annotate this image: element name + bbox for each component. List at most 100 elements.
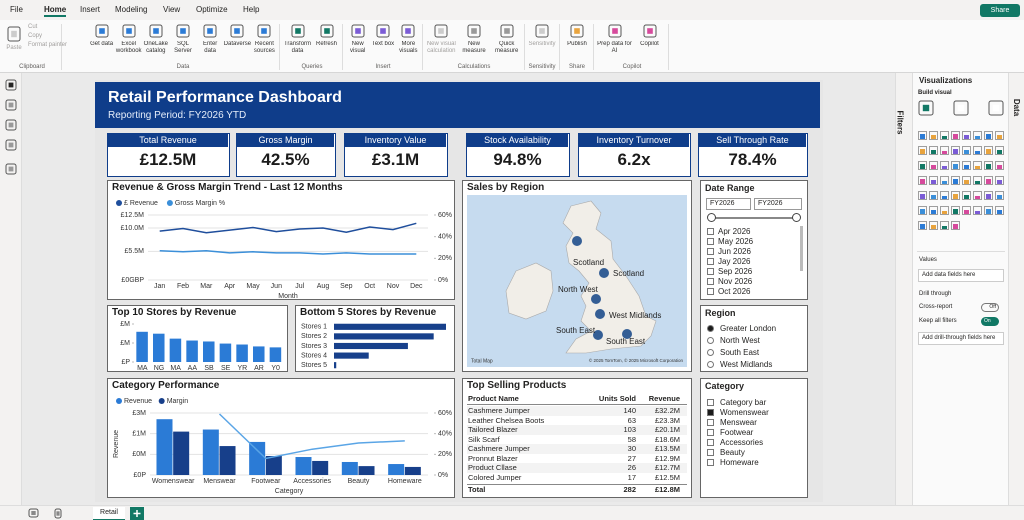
ribbon-small-button[interactable]: Cut bbox=[28, 24, 38, 30]
menu-item[interactable]: View bbox=[163, 5, 181, 14]
checkbox[interactable] bbox=[707, 419, 714, 426]
viz-accent bbox=[997, 210, 1002, 214]
slicer-item[interactable]: Homeware bbox=[720, 458, 759, 467]
dropdown[interactable]: FY2026 bbox=[706, 198, 751, 210]
checkbox[interactable] bbox=[707, 268, 714, 275]
build-icon bbox=[918, 100, 934, 116]
toggle-on[interactable]: On bbox=[981, 317, 999, 326]
checkbox[interactable] bbox=[707, 228, 714, 235]
ribbon-button[interactable]: More visuals bbox=[399, 41, 418, 54]
viz-icon bbox=[973, 191, 982, 200]
menu-item[interactable]: Insert bbox=[80, 5, 101, 14]
checkbox[interactable] bbox=[707, 439, 714, 446]
viz-accent bbox=[986, 209, 991, 214]
viz-shape bbox=[918, 131, 927, 140]
ribbon-button[interactable]: New measure bbox=[462, 41, 486, 54]
ribbon-small-button[interactable]: Format painter bbox=[28, 42, 68, 48]
drop-zone[interactable]: Add data fields here bbox=[918, 269, 1004, 282]
ribbon-button[interactable]: SQL Server bbox=[174, 41, 192, 54]
mobile-view-icon bbox=[54, 508, 62, 519]
menu-item[interactable]: Home bbox=[44, 5, 67, 17]
ribbon-button[interactable]: Excel workbook bbox=[115, 41, 142, 54]
ribbon-button[interactable]: Get data bbox=[90, 41, 114, 47]
checkbox[interactable] bbox=[707, 429, 714, 436]
viz-icon bbox=[918, 191, 927, 200]
ribbon-group-label: Queries bbox=[301, 64, 323, 70]
x-tick-label: Homeware bbox=[388, 478, 422, 485]
slicer-item[interactable]: Womenswear bbox=[720, 408, 769, 417]
menu-item[interactable]: Optimize bbox=[196, 5, 228, 14]
legend-label: Gross Margin % bbox=[175, 200, 225, 207]
slicer-item[interactable]: Greater London bbox=[720, 324, 777, 333]
slicer-item[interactable]: South East bbox=[720, 348, 760, 357]
slicer-item[interactable]: North West bbox=[720, 336, 760, 345]
checkbox[interactable] bbox=[707, 238, 714, 245]
ribbon-button[interactable]: New visual calculation bbox=[426, 41, 456, 54]
slicer-item[interactable]: Apr 2026 bbox=[718, 227, 751, 236]
menu-item[interactable]: Modeling bbox=[115, 5, 148, 14]
viz-shape bbox=[984, 161, 993, 170]
viz-shape bbox=[995, 191, 1004, 200]
legend-label: £ Revenue bbox=[124, 200, 158, 207]
table-cell: Product Cllase bbox=[468, 463, 517, 472]
y-tick-label: £5.5M bbox=[125, 248, 145, 255]
menu-item[interactable]: File bbox=[10, 5, 23, 14]
slicer-item[interactable]: Beauty bbox=[720, 448, 745, 457]
checkbox[interactable] bbox=[707, 449, 714, 456]
checkbox[interactable] bbox=[707, 258, 714, 265]
ribbon-button[interactable]: Copilot bbox=[640, 41, 659, 47]
slicer-item[interactable]: Footwear bbox=[720, 428, 754, 437]
viz-shape bbox=[951, 131, 960, 140]
slicer-item[interactable]: May 2026 bbox=[718, 237, 754, 246]
ribbon-button[interactable]: Prep data for AI bbox=[597, 41, 632, 54]
ribbon-button[interactable]: Text box bbox=[371, 41, 395, 47]
menu-item[interactable]: Help bbox=[243, 5, 260, 14]
radio[interactable] bbox=[707, 349, 714, 356]
slicer-item[interactable]: Accessories bbox=[720, 438, 764, 447]
ribbon-button[interactable]: Recent sources bbox=[253, 41, 275, 54]
y-tick-label: £M bbox=[120, 340, 130, 347]
ribbon-small-button[interactable]: Copy bbox=[28, 33, 43, 39]
ribbon-button[interactable]: Refresh bbox=[315, 41, 337, 47]
slicer-item[interactable]: Category bar bbox=[720, 398, 767, 407]
ribbon-button[interactable]: New visual bbox=[349, 41, 366, 54]
slider-handle[interactable] bbox=[792, 213, 801, 222]
ribbon-button[interactable]: Dataverse bbox=[223, 41, 251, 47]
ribbon-button[interactable]: Quick measure bbox=[494, 41, 519, 54]
pane-label[interactable]: Data bbox=[1012, 98, 1022, 117]
checkbox[interactable] bbox=[707, 399, 714, 406]
page-tab[interactable]: Retail bbox=[93, 507, 125, 520]
slicer-item[interactable]: Menswear bbox=[720, 418, 757, 427]
icon-accent bbox=[11, 30, 17, 38]
ribbon-button[interactable]: Publish bbox=[567, 41, 587, 47]
ribbon-button[interactable]: Enter data bbox=[202, 41, 218, 54]
radio[interactable] bbox=[707, 361, 714, 368]
ribbon-button[interactable]: OneLake catalog bbox=[143, 41, 169, 54]
checkbox[interactable] bbox=[707, 248, 714, 255]
radio[interactable] bbox=[707, 325, 714, 332]
ribbon-icon bbox=[401, 24, 415, 38]
checkbox[interactable] bbox=[707, 288, 714, 295]
slicer-item[interactable]: Jay 2026 bbox=[718, 257, 751, 266]
dropdown[interactable]: FY2026 bbox=[754, 198, 802, 210]
slicer-item[interactable]: West Midlands bbox=[720, 360, 773, 369]
ribbon-button[interactable]: Paste bbox=[6, 45, 22, 51]
viz-shape bbox=[973, 206, 982, 215]
drop-zone[interactable]: Add drill-through fields here bbox=[918, 332, 1004, 345]
kpi-label: Sell Through Rate bbox=[699, 134, 806, 147]
slider-handle[interactable] bbox=[707, 213, 716, 222]
checkbox[interactable] bbox=[707, 409, 714, 416]
pane-label[interactable]: Filters bbox=[895, 110, 905, 135]
slicer-item[interactable]: Oct 2026 bbox=[718, 287, 751, 296]
radio[interactable] bbox=[707, 337, 714, 344]
add-page-button[interactable] bbox=[130, 507, 144, 520]
share-button[interactable]: Share bbox=[980, 4, 1020, 17]
checkbox[interactable] bbox=[707, 278, 714, 285]
slicer-item[interactable]: Jun 2026 bbox=[718, 247, 751, 256]
ribbon-button[interactable]: Transform data bbox=[283, 41, 312, 54]
slicer-item[interactable]: Nov 2026 bbox=[718, 277, 753, 286]
checkbox[interactable] bbox=[707, 459, 714, 466]
ribbon-button[interactable]: Sensitivity bbox=[528, 41, 556, 47]
slicer-item[interactable]: Sep 2026 bbox=[718, 267, 753, 276]
toggle-off[interactable]: Off bbox=[981, 303, 999, 312]
